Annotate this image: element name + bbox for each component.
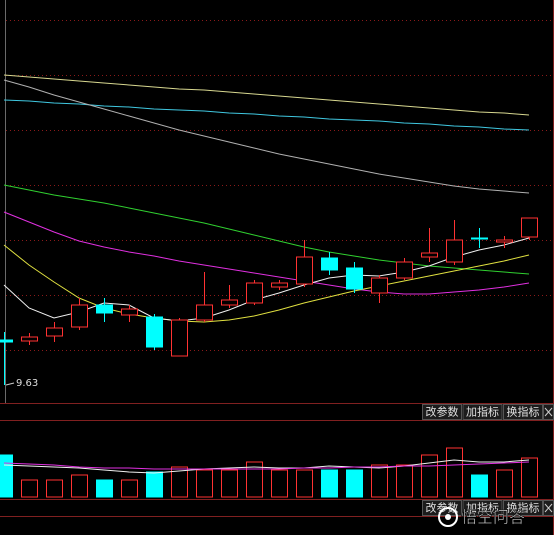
watermark-logo [438,507,458,527]
toolbar-button[interactable]: 加指标 [462,404,503,420]
volume-bar [396,464,413,498]
candle-body [0,339,13,343]
moving-average-line [3,79,530,194]
candle-body [371,277,388,294]
close-icon[interactable] [544,503,553,513]
candle-body [296,256,313,285]
candle-body [321,257,338,271]
volume-bar [521,457,538,498]
candle-body [71,304,88,328]
volume-average-line [3,461,530,470]
candle-body [421,252,438,258]
plot-area: 9.63 [0,20,553,498]
toolbar-button[interactable]: 换指标 [503,500,543,516]
candle-body [196,304,213,321]
button-frame[interactable] [422,500,462,516]
button-frame[interactable] [422,404,462,420]
close-button[interactable] [543,404,554,420]
volume-bar [0,454,13,498]
volume-bar [271,469,288,498]
low-arrow [5,382,15,386]
moving-average-line [3,74,530,116]
candle-body [496,239,513,243]
volume-bar [21,479,38,498]
volume-bar [471,474,488,498]
volume-bar [321,469,338,498]
volume-bar [421,454,438,498]
candle-body [46,327,63,337]
candle-body [96,304,113,314]
toolbar-button[interactable]: 改参数 [422,500,462,516]
button-frame[interactable] [462,404,503,420]
candle-body [346,267,363,290]
toolbar-button[interactable]: 加指标 [462,500,503,516]
volume-bar [221,469,238,498]
watermark-logo [445,514,451,520]
watermark-text: 悟空问答 [461,508,525,527]
close-button[interactable] [543,500,554,516]
candle-body [121,308,138,316]
candle-body [396,261,413,279]
volume-bar [171,466,188,498]
low-label: 9.63 [16,378,38,389]
button-label[interactable]: 换指标 [507,501,540,515]
volume-bar [371,464,388,498]
toolbar-button[interactable]: 改参数 [422,404,462,420]
volume-bar [146,471,163,498]
volume-bar [96,479,113,498]
candle-body [21,336,38,342]
candle-body [146,316,163,348]
volume-bar [121,479,138,498]
moving-average-line [3,211,530,295]
volume-bar [496,469,513,498]
button-label[interactable]: 改参数 [426,501,459,515]
volume-bar [446,447,463,498]
volume-bar [196,469,213,498]
volume-bar [46,479,63,498]
volume-bar [346,469,363,498]
volume-bar [296,469,313,498]
button-label[interactable]: 换指标 [507,405,540,419]
candle-body [221,299,238,306]
button-label[interactable]: 加指标 [466,405,499,419]
candle-body [471,237,488,240]
candle-body [246,282,263,304]
volume-average-line [3,459,530,474]
moving-average-line [3,244,530,323]
toolbar-button[interactable]: 换指标 [503,404,543,420]
watermark: 悟空问答 [438,507,525,527]
candle-body [171,319,188,357]
button-frame[interactable] [503,500,543,516]
close-icon[interactable] [544,407,553,417]
button-label[interactable]: 加指标 [466,501,499,515]
button-frame[interactable] [503,404,543,420]
candle-body [446,239,463,263]
button-label[interactable]: 改参数 [426,405,459,419]
candle-body [521,217,538,238]
candle-body [271,282,288,288]
volume-bar [246,461,263,498]
moving-average-line [3,237,530,322]
moving-average-line [3,184,530,275]
volume-bar [71,474,88,498]
button-frame[interactable] [462,500,503,516]
